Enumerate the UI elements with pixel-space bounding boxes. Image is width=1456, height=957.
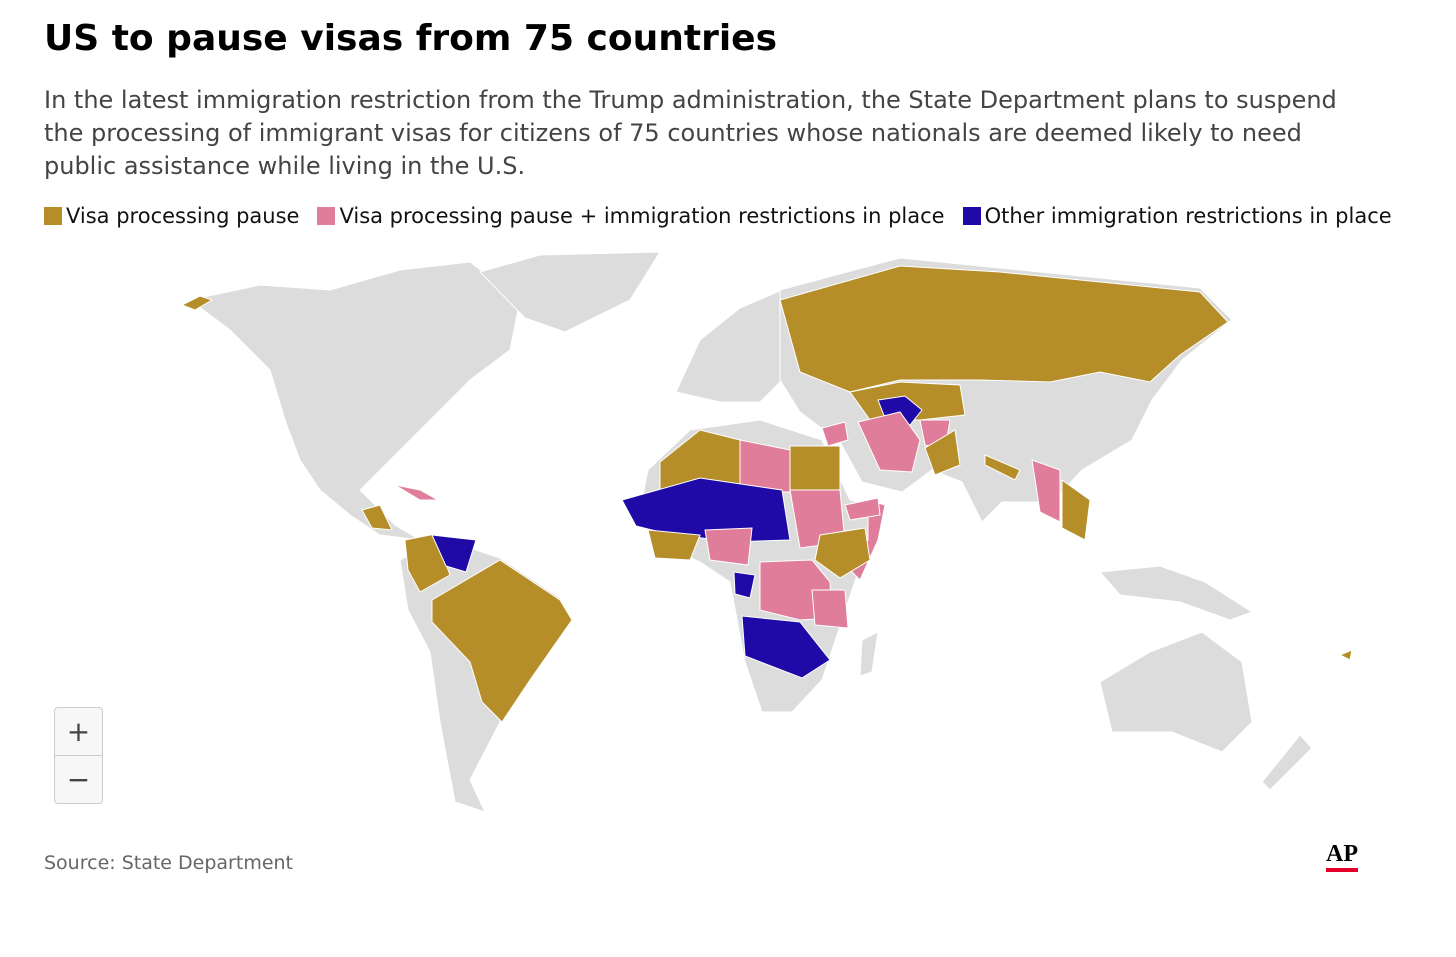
legend: Visa processing pause Visa processing pau…: [44, 204, 1392, 228]
country: [1061, 479, 1091, 541]
country: [1338, 649, 1353, 661]
country: [361, 504, 393, 531]
southeast-asia-islands: [1098, 565, 1254, 621]
greenland: [479, 251, 661, 333]
zoom-control: + −: [54, 707, 103, 804]
country: [733, 571, 756, 599]
country: [814, 527, 871, 579]
country: [844, 497, 881, 521]
country: [704, 527, 753, 566]
country: [811, 589, 849, 629]
australia: [1099, 631, 1253, 753]
title: US to pause visas from 75 countries: [44, 18, 778, 59]
legend-item: Visa processing pause: [44, 204, 299, 228]
country: [431, 559, 573, 723]
ap-logo: AP: [1326, 840, 1358, 872]
legend-label: Visa processing pause: [66, 204, 300, 228]
legend-swatch: [962, 207, 981, 225]
country: [647, 529, 701, 561]
country: [857, 411, 921, 473]
legend-label: Visa processing pause + immigration rest…: [339, 204, 945, 228]
restricted-countries: [180, 265, 1353, 723]
legend-label: Other immigration restrictions in place: [984, 204, 1392, 228]
north-america: [188, 261, 521, 541]
legend-swatch: [44, 207, 62, 225]
source: Source: State Department: [44, 852, 294, 874]
country: [789, 445, 841, 491]
country: [1031, 459, 1061, 523]
country: [821, 421, 849, 447]
country: [741, 615, 831, 679]
subtitle: In the latest immigration restriction fr…: [44, 86, 1337, 180]
country: [984, 454, 1021, 481]
legend-swatch: [317, 207, 336, 225]
legend-item: Other immigration restrictions in place: [962, 204, 1392, 228]
world-map: [180, 251, 1353, 813]
zoom-out-button[interactable]: −: [55, 755, 102, 803]
legend-item: Visa processing pause + immigration rest…: [317, 204, 945, 228]
country: [394, 484, 440, 501]
country: [431, 534, 477, 573]
new-zealand: [1261, 734, 1313, 791]
country: [621, 477, 791, 543]
madagascar: [859, 631, 879, 677]
country: [180, 295, 214, 311]
zoom-in-button[interactable]: +: [66, 715, 91, 748]
country: [924, 429, 961, 476]
